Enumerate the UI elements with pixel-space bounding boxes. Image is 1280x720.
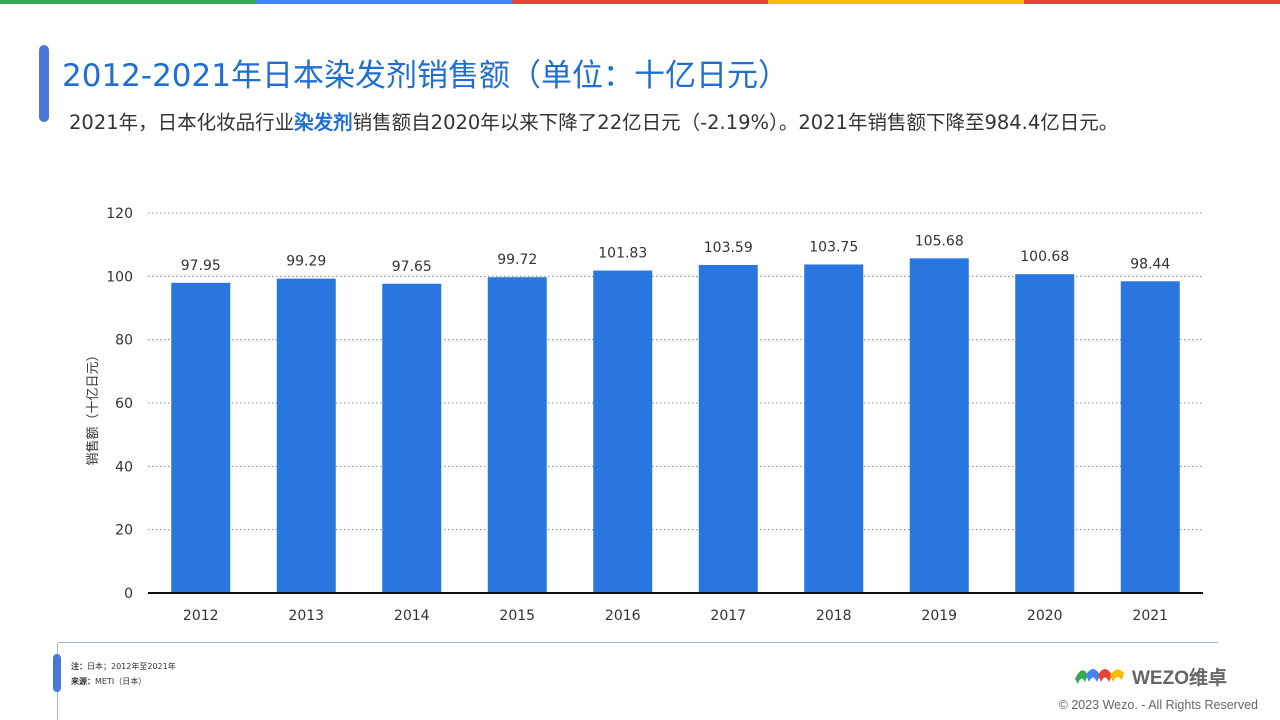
- y-axis-title: 销售额（十亿日元）: [85, 348, 101, 465]
- summary-text: 2021年，日本化妆品行业染发剂销售额自2020年以来下降了22亿日元（-2.1…: [69, 106, 1118, 135]
- footer-divider: [58, 642, 1218, 643]
- bar-value-label: 97.95: [181, 258, 221, 274]
- summary-text-end: 销售额自2020年以来下降了22亿日元（-2.19%）。2021年销售额下降至9…: [352, 111, 1119, 134]
- bar-value-label: 98.44: [1130, 256, 1170, 272]
- bar-value-label: 100.68: [1020, 249, 1069, 265]
- bar: [1120, 281, 1180, 593]
- footnote: 注：日本；2012年至2021年: [71, 661, 176, 672]
- bar-chart: 0 20 40 60 80 100 120 97.95 2012 99.29 2013 97.65 20…: [85, 206, 1203, 624]
- x-tick-label: 2014: [394, 608, 430, 624]
- bar: [909, 258, 969, 593]
- title-accent-bar: [39, 45, 49, 122]
- x-tick-label: 2019: [921, 608, 957, 624]
- footnote-label: 注：: [71, 662, 87, 671]
- x-tick-label: 2012: [183, 608, 219, 624]
- stripe-segment-red: [512, 0, 768, 4]
- x-tick-label: 2015: [499, 608, 535, 624]
- bar: [698, 264, 758, 593]
- summary-highlight: 染发剂: [294, 111, 353, 134]
- y-tick-label: 100: [106, 269, 133, 285]
- y-tick-label: 40: [115, 459, 133, 475]
- summary-text-start: 2021年，日本化妆品行业: [69, 111, 295, 134]
- bar: [487, 277, 547, 593]
- y-tick-label: 120: [106, 206, 133, 222]
- bar: [382, 283, 442, 593]
- y-tick-label: 60: [115, 396, 133, 412]
- bar-value-label: 97.65: [392, 259, 432, 275]
- bar-value-label: 99.29: [286, 254, 326, 270]
- stripe-segment-blue: [256, 0, 512, 4]
- bar: [171, 282, 231, 593]
- x-tick-label: 2018: [816, 608, 852, 624]
- page-title: 2012-2021年日本染发剂销售额（单位：十亿日元）: [62, 58, 789, 94]
- logo-text: WEZO维卓: [1132, 667, 1227, 689]
- footnote-text: 日本；2012年至2021年: [87, 662, 176, 671]
- bar-value-label: 103.75: [809, 239, 858, 255]
- copyright: © 2023 Wezo. - All Rights Reserved: [1058, 698, 1258, 712]
- bar-value-label: 103.59: [704, 240, 753, 256]
- footer-accent-bar: [53, 654, 61, 692]
- stripe-segment-yellow: [768, 0, 1024, 4]
- y-tick-label: 0: [124, 586, 133, 602]
- x-tick-label: 2017: [710, 608, 746, 624]
- source-text: METI（日本）: [95, 677, 147, 686]
- source-note: 来源：METI（日本）: [71, 676, 146, 687]
- stripe-segment-green: [0, 0, 256, 4]
- bar: [804, 264, 864, 593]
- x-tick-label: 2013: [288, 608, 324, 624]
- wezo-logo-icon: [1075, 669, 1124, 684]
- bar: [276, 278, 336, 593]
- x-tick-label: 2016: [605, 608, 641, 624]
- wezo-logo: WEZO维卓: [1072, 662, 1227, 690]
- bar: [1015, 274, 1075, 593]
- y-tick-label: 20: [115, 523, 133, 539]
- bar-value-label: 99.72: [497, 252, 537, 268]
- bar-value-label: 105.68: [915, 233, 964, 249]
- bar: [593, 270, 653, 593]
- y-tick-label: 80: [115, 333, 133, 349]
- top-color-stripe: [0, 0, 1280, 4]
- x-tick-label: 2020: [1027, 608, 1063, 624]
- stripe-segment-red-2: [1024, 0, 1280, 4]
- source-label: 来源：: [71, 677, 95, 686]
- bar-value-label: 101.83: [598, 246, 647, 262]
- x-tick-label: 2021: [1132, 608, 1168, 624]
